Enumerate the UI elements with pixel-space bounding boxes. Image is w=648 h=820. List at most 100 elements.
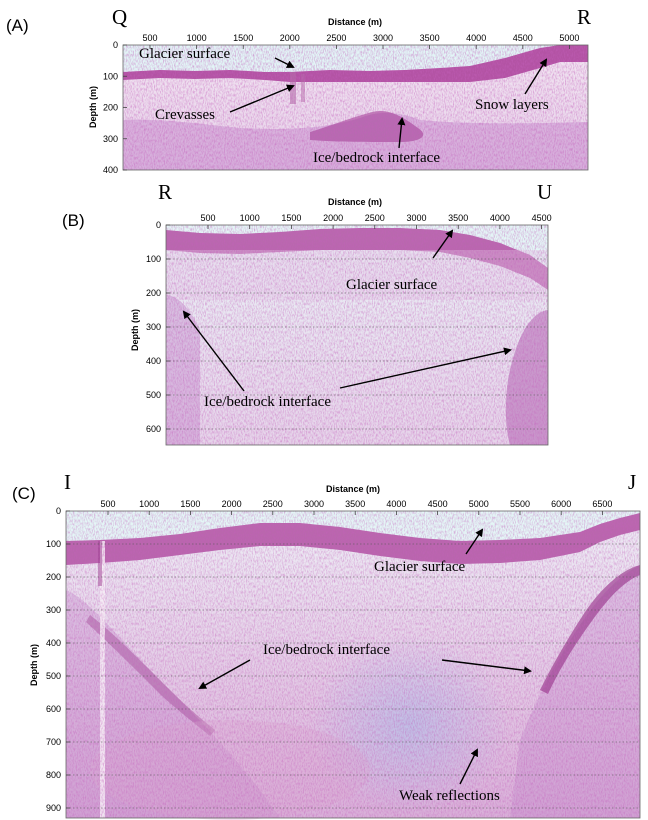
panel-b-y-tick-label: 400 — [146, 356, 161, 366]
panel-c-start-letter: I — [64, 470, 71, 494]
panel-b-radargram — [166, 225, 548, 445]
panel-b-end-letter: U — [537, 180, 552, 204]
panel-c-y-ticks: 0 100 200 300 400 500 600 700 800 900 — [46, 506, 70, 813]
panel-a: (A) Q R Distance (m) Depth (m) 500 1000 15… — [6, 5, 591, 175]
panel-c-y-tick-label: 400 — [46, 638, 61, 648]
panel-b-y-tick-label: 300 — [146, 322, 161, 332]
panel-a-y-tick-label: 100 — [103, 71, 118, 81]
panel-c-y-tick-label: 700 — [46, 737, 61, 747]
panel-b-x-tick-label: 1000 — [240, 213, 260, 223]
panel-c-x-tick-label: 5500 — [510, 499, 530, 509]
panel-c-frame — [65, 510, 641, 819]
panel-b-x-tick-label: 3000 — [406, 213, 426, 223]
panel-b-x-tick-label: 2000 — [323, 213, 343, 223]
panel-a-x-tick-label: 3500 — [420, 33, 440, 43]
panel-c-arrow-glacier-surface — [465, 528, 484, 555]
panel-b-label-glacier-surface: Glacier surface — [346, 277, 438, 293]
panel-c-x-tick-label: 500 — [100, 499, 115, 509]
panel-a-y-tick-label: 400 — [103, 165, 118, 175]
panel-b-y-axis-title: Depth (m) — [130, 309, 140, 351]
panel-b-start-letter: R — [158, 180, 172, 204]
panel-c-arrow-ice-bedrock-left — [198, 659, 251, 689]
panel-c-label-weak-reflections: Weak reflections — [399, 788, 500, 804]
panel-b-x-tick-label: 4500 — [532, 213, 552, 223]
panel-a-start-letter: Q — [112, 5, 127, 29]
panel-b-arrow-ice-bedrock-right — [339, 347, 512, 389]
panel-b-y-tick-label: 600 — [146, 424, 161, 434]
panel-b-x-tick-label: 4000 — [490, 213, 510, 223]
panel-a-label-snow-layers: Snow layers — [475, 97, 549, 113]
panel-a-arrow-crevasses — [229, 84, 295, 113]
panel-c-y-tick-label: 600 — [46, 704, 61, 714]
panel-c-y-tick-label: 500 — [46, 671, 61, 681]
panel-b-x-axis-title: Distance (m) — [328, 197, 382, 207]
panel-b: (B) R U Distance (m) Depth (m) 500 1000 15… — [62, 180, 552, 446]
panel-c-tag: (C) — [12, 484, 36, 503]
panel-c-label-ice-bedrock: Ice/bedrock interface — [263, 642, 390, 658]
panel-b-y-tick-label: 500 — [146, 390, 161, 400]
panel-a-y-axis-title: Depth (m) — [88, 86, 98, 128]
panel-c-x-tick-label: 5000 — [469, 499, 489, 509]
panel-a-y-tick-label: 300 — [103, 134, 118, 144]
panel-a-radargram — [123, 45, 588, 170]
panel-c-y-tick-label: 900 — [46, 803, 61, 813]
panel-b-y-tick-label: 100 — [146, 254, 161, 264]
panel-a-x-tick-label: 2000 — [280, 33, 300, 43]
panel-c-end-letter: J — [628, 470, 636, 494]
panel-b-x-tick-label: 1500 — [281, 213, 301, 223]
panel-c-arrow-weak-reflections — [459, 748, 478, 785]
panel-c-arrow-ice-bedrock-right — [441, 659, 532, 675]
panel-a-tag: (A) — [6, 16, 29, 35]
panel-c-x-tick-label: 1000 — [139, 499, 159, 509]
panel-c-x-tick-label: 6000 — [551, 499, 571, 509]
panel-c-x-axis-title: Distance (m) — [326, 484, 380, 494]
panel-a-y-ticks: 0 100 200 300 400 — [103, 40, 127, 175]
panel-c-y-tick-label: 0 — [56, 506, 61, 516]
panel-c-radargram — [66, 511, 640, 820]
panel-a-x-tick-label: 5000 — [559, 33, 579, 43]
panel-b-label-ice-bedrock: Ice/bedrock interface — [204, 394, 331, 410]
panel-a-label-crevasses: Crevasses — [155, 107, 215, 123]
panel-a-x-tick-label: 2500 — [326, 33, 346, 43]
panel-c-x-tick-label: 3500 — [345, 499, 365, 509]
panel-a-label-glacier-surface: Glacier surface — [139, 46, 231, 62]
panel-b-x-tick-label: 2500 — [365, 213, 385, 223]
panel-b-x-tick-label: 500 — [200, 213, 215, 223]
panel-b-frame — [165, 224, 549, 446]
panel-a-arrow-snow-layers — [524, 58, 548, 95]
panel-a-x-tick-label: 3000 — [373, 33, 393, 43]
panel-a-label-ice-bedrock: Ice/bedrock interface — [313, 150, 440, 166]
panel-c-x-tick-label: 2000 — [222, 499, 242, 509]
panel-b-y-tick-label: 200 — [146, 288, 161, 298]
panel-b-arrow-glacier-surface — [432, 229, 454, 259]
panel-a-x-tick-label: 500 — [142, 33, 157, 43]
panel-c-x-tick-label: 1500 — [180, 499, 200, 509]
panel-c-label-glacier-surface: Glacier surface — [374, 559, 466, 575]
panel-c-x-tick-label: 2500 — [263, 499, 283, 509]
panel-a-x-tick-label: 1500 — [233, 33, 253, 43]
panel-c-y-tick-label: 200 — [46, 572, 61, 582]
panel-c: (C) I J Distance (m) Depth (m) — [12, 470, 641, 820]
panel-c-y-tick-label: 100 — [46, 539, 61, 549]
panel-c-x-tick-label: 6500 — [592, 499, 612, 509]
panel-c-x-tick-label: 4000 — [386, 499, 406, 509]
panel-a-x-tick-label: 4000 — [466, 33, 486, 43]
panel-a-y-tick-label: 0 — [113, 40, 118, 50]
panel-a-x-axis-title: Distance (m) — [328, 17, 382, 27]
panel-c-y-tick-label: 800 — [46, 770, 61, 780]
panel-c-x-ticks: 500 1000 1500 2000 2500 3000 3500 4000 4500 5000 5… — [100, 499, 612, 515]
panel-c-x-tick-label: 3000 — [304, 499, 324, 509]
panel-b-x-ticks: 500 1000 1500 2000 2500 3000 3500 4000 4500 — [200, 213, 552, 229]
panel-c-y-axis-title: Depth (m) — [29, 644, 39, 686]
panel-a-x-tick-label: 4500 — [513, 33, 533, 43]
panel-b-x-tick-label: 3500 — [448, 213, 468, 223]
panel-b-y-ticks: 0 100 200 300 400 500 600 — [146, 220, 170, 434]
panel-a-arrow-ice-bedrock — [397, 117, 406, 149]
panel-b-tag: (B) — [62, 211, 85, 230]
panel-c-x-tick-label: 4500 — [428, 499, 448, 509]
panel-a-x-ticks: 500 1000 1500 2000 2500 3000 3500 4000 4500 5000 — [142, 33, 579, 49]
panel-a-arrow-glacier-surface — [274, 57, 295, 68]
panel-a-x-tick-label: 1000 — [187, 33, 207, 43]
panel-c-y-tick-label: 300 — [46, 605, 61, 615]
